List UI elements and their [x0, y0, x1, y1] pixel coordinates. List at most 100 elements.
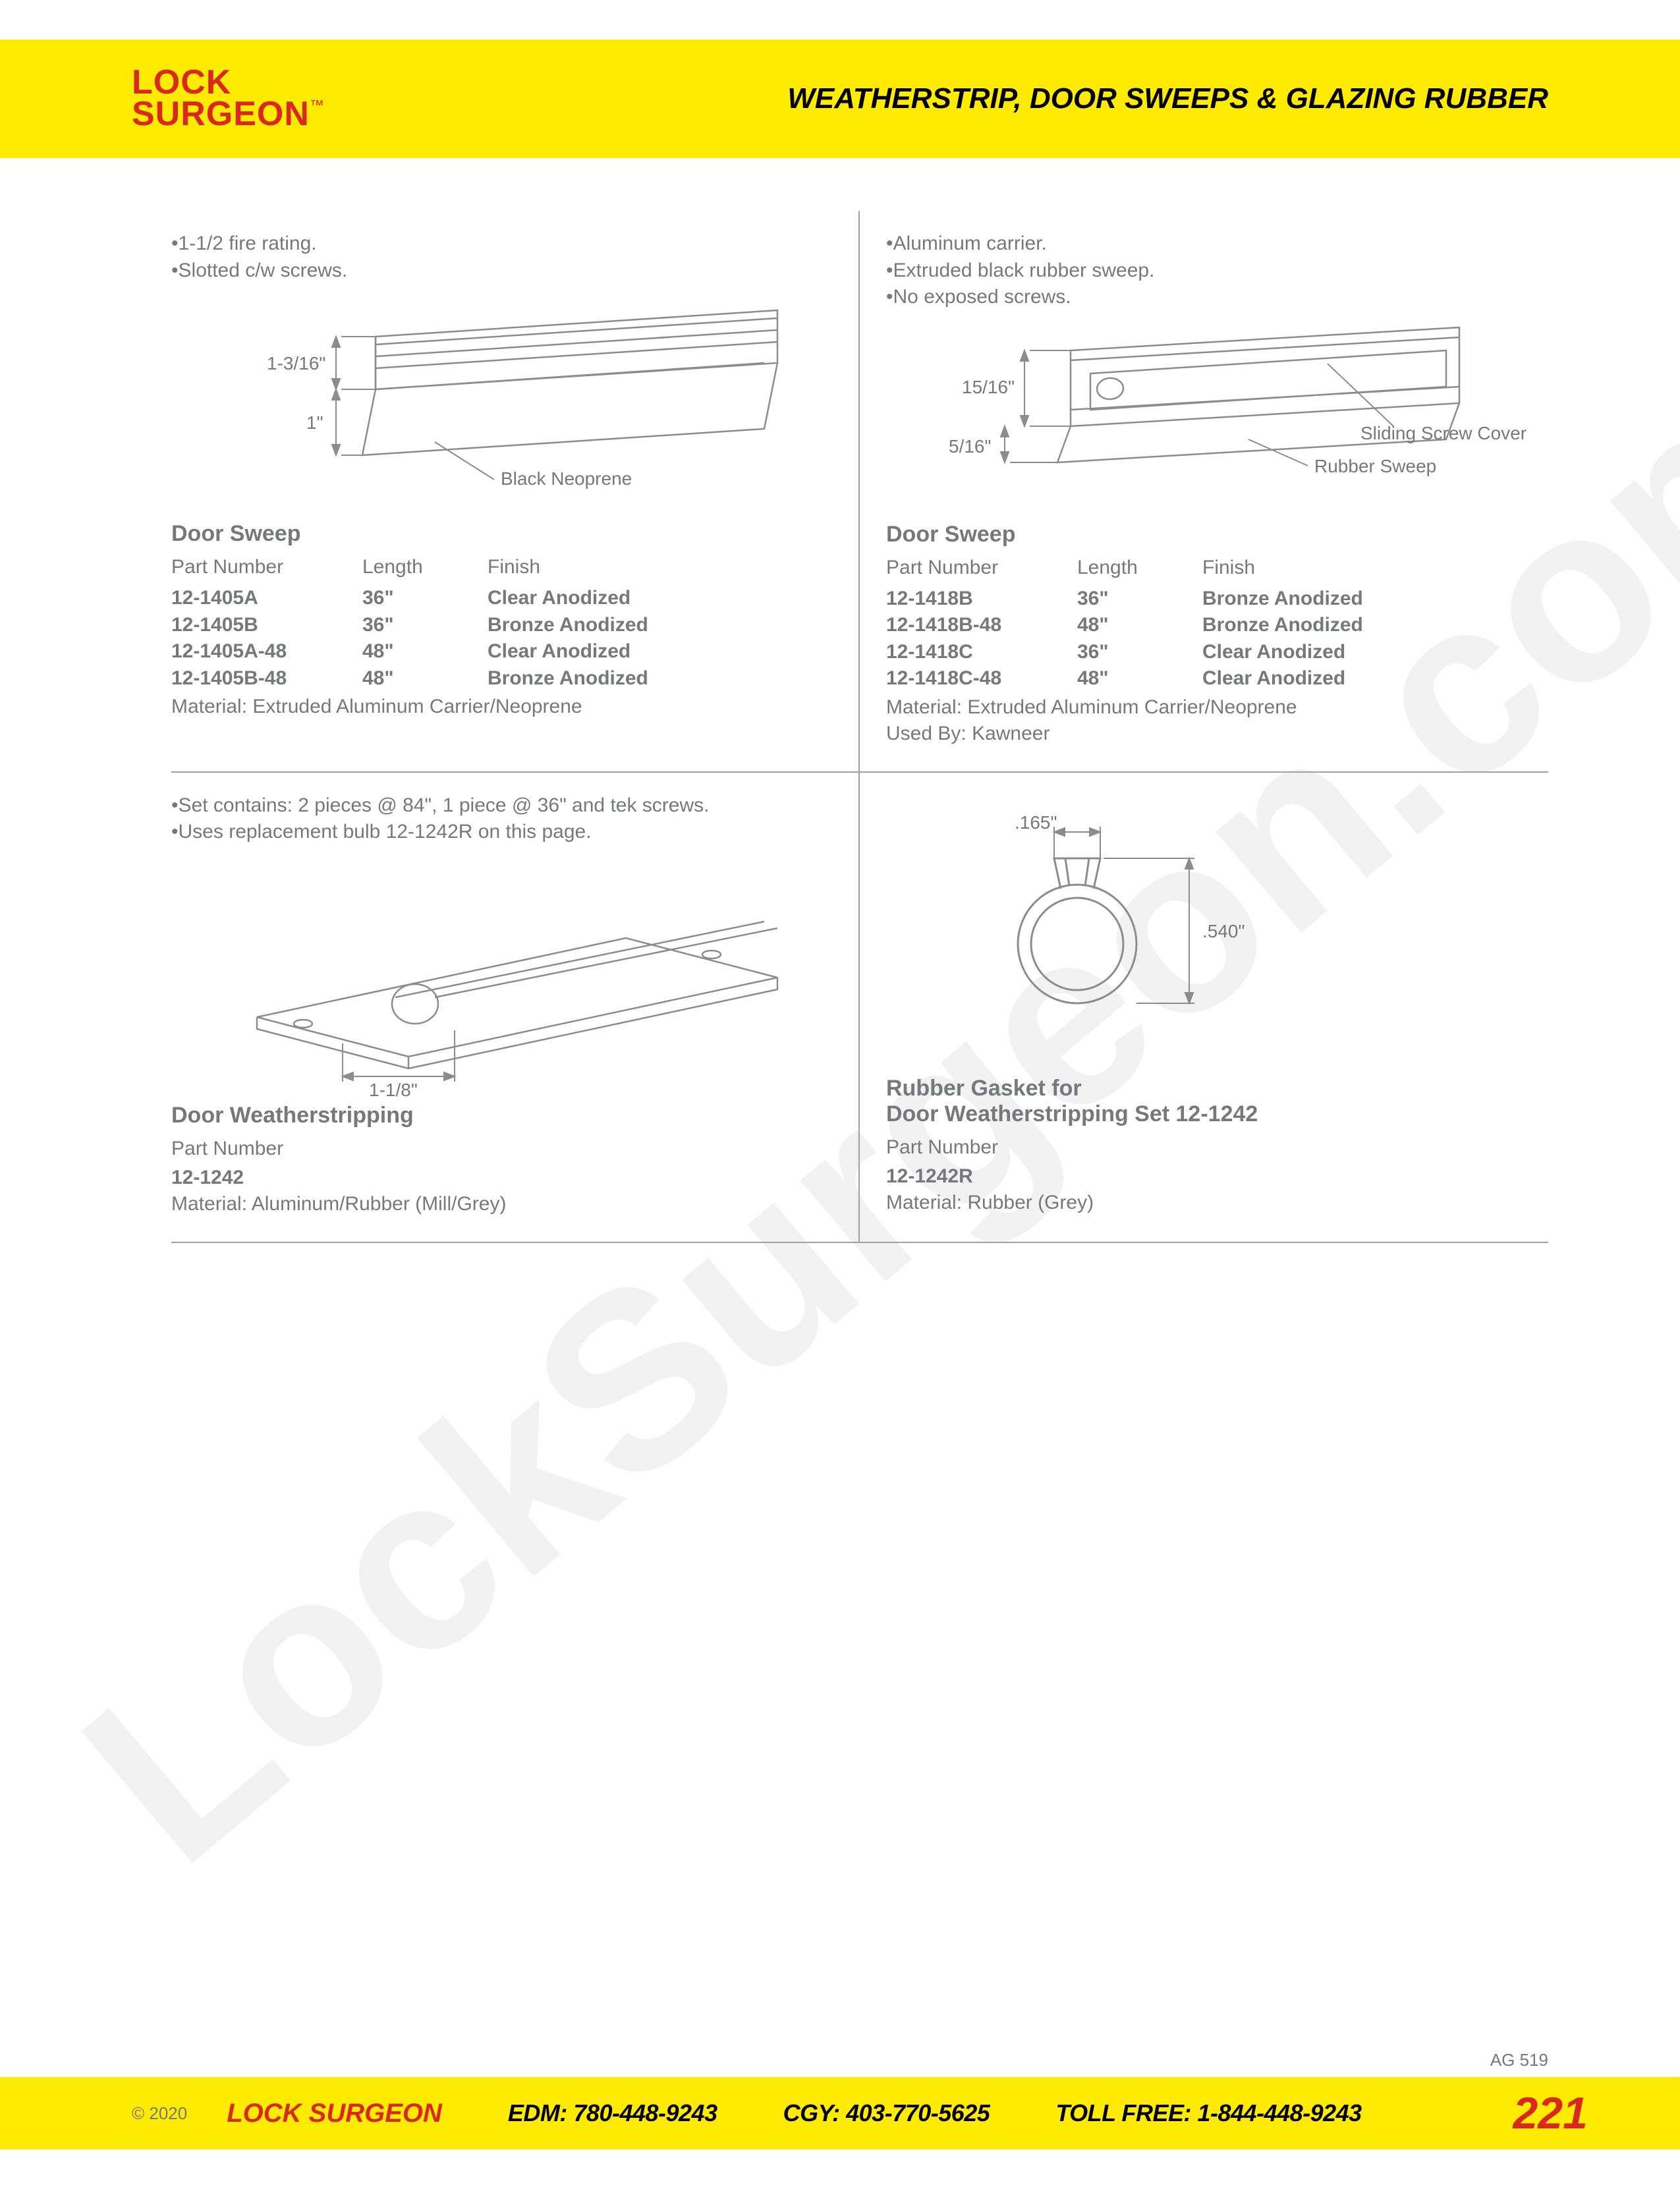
cell: 36" — [1077, 639, 1202, 666]
p3-pn: 12-1242 — [171, 1167, 832, 1189]
p1-col-headers: Part Number Length Finish — [171, 556, 832, 578]
cell: Bronze Anodized — [1202, 586, 1528, 613]
cell: 48" — [1077, 665, 1202, 692]
p3-title: Door Weatherstripping — [171, 1103, 832, 1128]
header-pn: Part Number — [171, 556, 362, 578]
value: Rubber (Grey) — [967, 1192, 1094, 1213]
p3-col-headers: Part Number — [171, 1138, 832, 1160]
cell: Bronze Anodized — [488, 612, 832, 639]
header-finish: Finish — [488, 556, 832, 578]
p4-pn: 12-1242R — [886, 1165, 1528, 1188]
cell: 12-1405A-48 — [171, 638, 362, 665]
footer-edm: EDM: 780-448-9243 — [508, 2099, 717, 2127]
table-row: 12-1418C36"Clear Anodized — [886, 639, 1528, 666]
table-row: 12-1405B-4848"Bronze Anodized — [171, 665, 832, 692]
table-row: 12-1405B36"Bronze Anodized — [171, 612, 832, 639]
callout-label: Black Neoprene — [501, 468, 632, 489]
cell: Bronze Anodized — [1202, 612, 1528, 639]
cell: 12-1418B-48 — [886, 612, 1077, 639]
cell: Clear Anodized — [488, 638, 832, 665]
p1-diagram: 1-3/16" 1" Black Neoprene — [171, 297, 832, 514]
p2-col-headers: Part Number Length Finish — [886, 557, 1528, 579]
value: Aluminum/Rubber (Mill/Grey) — [252, 1193, 507, 1215]
p4-material: Material: Rubber (Grey) — [886, 1192, 1528, 1214]
header-pn: Part Number — [171, 1138, 362, 1160]
cell: 12-1405B — [171, 612, 362, 639]
callout-label: Sliding Screw Cover — [1360, 423, 1526, 443]
product-cell-1: 1-1/2 fire rating. Slotted c/w screws. — [171, 211, 860, 773]
p2-usedby: Used By: Kawneer — [886, 723, 1528, 745]
cell: 48" — [1077, 612, 1202, 639]
table-row: 12-1418B-4848"Bronze Anodized — [886, 612, 1528, 639]
footer-bar: © 2020 LOCK SURGEON EDM: 780-448-9243 CG… — [0, 2077, 1680, 2149]
table-row: 12-1405A36"Clear Anodized — [171, 585, 832, 612]
cell: 36" — [1077, 586, 1202, 613]
cell: 12-1418C-48 — [886, 665, 1077, 692]
p1-bullets: 1-1/2 fire rating. Slotted c/w screws. — [171, 231, 832, 284]
section-title: WEATHERSTRIP, DOOR SWEEPS & GLAZING RUBB… — [787, 82, 1548, 115]
header-length: Length — [362, 556, 488, 578]
label: Used By: — [886, 723, 972, 744]
product-cell-2: Aluminum carrier. Extruded black rubber … — [860, 211, 1548, 773]
footer-brand: LOCK SURGEON — [227, 2099, 442, 2128]
bullet: Extruded black rubber sweep. — [886, 258, 1528, 285]
cell: 12-1418C — [886, 639, 1077, 666]
value: Kawneer — [972, 723, 1050, 744]
callout-label: Rubber Sweep — [1314, 456, 1436, 476]
dim-label: 1" — [306, 412, 323, 433]
cell: 36" — [362, 585, 488, 612]
p4-title-line1: Rubber Gasket for — [886, 1076, 1528, 1101]
header-pn: Part Number — [886, 557, 1077, 579]
dim-label: 1-1/8" — [369, 1080, 418, 1100]
bullet: Aluminum carrier. — [886, 231, 1528, 258]
cell: Bronze Anodized — [488, 665, 832, 692]
catalog-code: AG 519 — [1490, 2050, 1548, 2070]
cell: Clear Anodized — [1202, 665, 1528, 692]
cell: 12-1418B — [886, 586, 1077, 613]
table-row: 12-1405A-4848"Clear Anodized — [171, 638, 832, 665]
p2-material: Material: Extruded Aluminum Carrier/Neop… — [886, 696, 1528, 719]
product-grid: 1-1/2 fire rating. Slotted c/w screws. — [171, 211, 1548, 1243]
p3-diagram: 1-1/8" — [171, 859, 832, 1096]
label: Material: — [171, 696, 252, 717]
p4-diagram: .165" .540" — [886, 792, 1528, 1069]
p4-col-headers: Part Number — [886, 1136, 1528, 1159]
p2-diagram: 15/16" 5/16" Sliding Screw Cover Rubber … — [886, 324, 1528, 515]
cell: 48" — [362, 638, 488, 665]
header-finish: Finish — [1202, 557, 1528, 579]
cell: Clear Anodized — [1202, 639, 1528, 666]
value: Extruded Aluminum Carrier/Neoprene — [967, 696, 1297, 718]
dim-label: 5/16" — [949, 436, 991, 457]
p1-title: Door Sweep — [171, 521, 832, 547]
brand-tm: ™ — [310, 97, 324, 113]
page-content: 1-1/2 fire rating. Slotted c/w screws. — [0, 158, 1680, 1269]
footer-tollfree: TOLL FREE: 1-844-448-9243 — [1055, 2099, 1361, 2127]
header-pn: Part Number — [886, 1136, 1077, 1159]
p3-bullets: Set contains: 2 pieces @ 84", 1 piece @ … — [171, 792, 832, 846]
footer-cgy: CGY: 403-770-5625 — [783, 2099, 990, 2127]
brand-line2: SURGEON — [132, 95, 310, 133]
cell: 12-1405A — [171, 585, 362, 612]
bullet: Uses replacement bulb 12-1242R on this p… — [171, 819, 832, 846]
cell: 36" — [362, 612, 488, 639]
dim-label: .540" — [1202, 921, 1245, 941]
product-cell-4: .165" .540" Rubber Gasket for Door Weath… — [860, 773, 1548, 1243]
cell: 12-1405B-48 — [171, 665, 362, 692]
label: Material: — [886, 1192, 967, 1213]
cell: Clear Anodized — [488, 585, 832, 612]
p3-material: Material: Aluminum/Rubber (Mill/Grey) — [171, 1193, 832, 1215]
dim-label: 1-3/16" — [267, 353, 325, 374]
p1-material: Material: Extruded Aluminum Carrier/Neop… — [171, 696, 832, 718]
cell: 48" — [362, 665, 488, 692]
bullet: 1-1/2 fire rating. — [171, 231, 832, 258]
table-row: 12-1418B36"Bronze Anodized — [886, 586, 1528, 613]
p2-bullets: Aluminum carrier. Extruded black rubber … — [886, 231, 1528, 311]
header-length: Length — [1077, 557, 1202, 579]
footer-copyright: © 2020 — [132, 2103, 187, 2124]
value: Extruded Aluminum Carrier/Neoprene — [252, 696, 582, 717]
table-row: 12-1418C-4848"Clear Anodized — [886, 665, 1528, 692]
brand-logo: LOCK SURGEON™ — [132, 67, 324, 130]
bullet: Set contains: 2 pieces @ 84", 1 piece @ … — [171, 792, 832, 819]
header-bar: LOCK SURGEON™ WEATHERSTRIP, DOOR SWEEPS … — [0, 40, 1680, 158]
product-cell-3: Set contains: 2 pieces @ 84", 1 piece @ … — [171, 773, 860, 1243]
